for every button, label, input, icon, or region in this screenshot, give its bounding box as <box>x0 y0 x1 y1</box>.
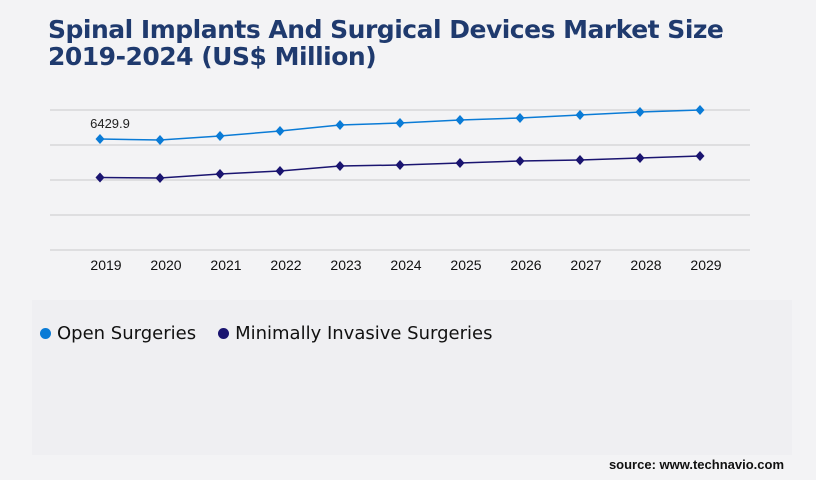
x-tick-label: 2020 <box>150 257 181 273</box>
data-point <box>95 172 105 183</box>
data-point <box>455 114 465 125</box>
title-line-1: Spinal Implants And Surgical Devices Mar… <box>48 15 724 44</box>
data-point <box>455 157 465 168</box>
data-point <box>695 150 705 161</box>
lower-panel <box>32 300 792 455</box>
data-point <box>275 125 285 136</box>
data-point <box>215 130 225 141</box>
data-point <box>155 135 165 146</box>
x-tick-label: 2024 <box>390 257 421 273</box>
x-tick-label: 2027 <box>570 257 601 273</box>
data-point <box>155 172 165 183</box>
x-tick-label: 2028 <box>630 257 661 273</box>
data-point <box>335 161 345 171</box>
x-tick-label: 2029 <box>690 257 721 273</box>
legend-label: Minimally Invasive Surgeries <box>235 323 493 344</box>
data-label: 6429.9 <box>90 116 130 131</box>
data-point <box>95 134 105 145</box>
x-tick-label: 2022 <box>270 257 301 273</box>
legend-marker-icon <box>40 328 51 339</box>
x-tick-label: 2025 <box>450 257 481 273</box>
legend-item-minimally-invasive: Minimally Invasive Surgeries <box>218 323 492 344</box>
data-point <box>635 152 645 163</box>
legend: Open Surgeries Minimally Invasive Surger… <box>40 323 492 344</box>
data-point <box>695 105 705 115</box>
data-point <box>575 154 585 165</box>
data-point <box>635 107 645 118</box>
data-point <box>515 112 525 123</box>
title-line-2: 2019-2024 (US$ Million) <box>48 42 377 71</box>
data-point <box>395 117 405 128</box>
data-point <box>215 168 225 179</box>
x-tick-label: 2021 <box>210 257 241 273</box>
source-text: source: www.technavio.com <box>608 457 784 472</box>
x-tick-label: 2026 <box>510 257 541 273</box>
x-tick-label: 2019 <box>90 257 121 273</box>
data-point <box>575 109 585 120</box>
data-point <box>395 159 405 170</box>
legend-item-open-surgeries: Open Surgeries <box>40 323 196 344</box>
x-tick-label: 2023 <box>330 257 361 273</box>
legend-label: Open Surgeries <box>57 323 197 344</box>
legend-marker-icon <box>218 328 230 339</box>
chart-title: Spinal Implants And Surgical Devices Mar… <box>48 15 724 71</box>
line-chart: 2019 2020 2021 2022 2023 2024 2025 2026 2027 2028… <box>50 105 750 273</box>
data-point <box>275 165 285 176</box>
data-point <box>515 155 525 166</box>
data-point <box>335 120 345 131</box>
